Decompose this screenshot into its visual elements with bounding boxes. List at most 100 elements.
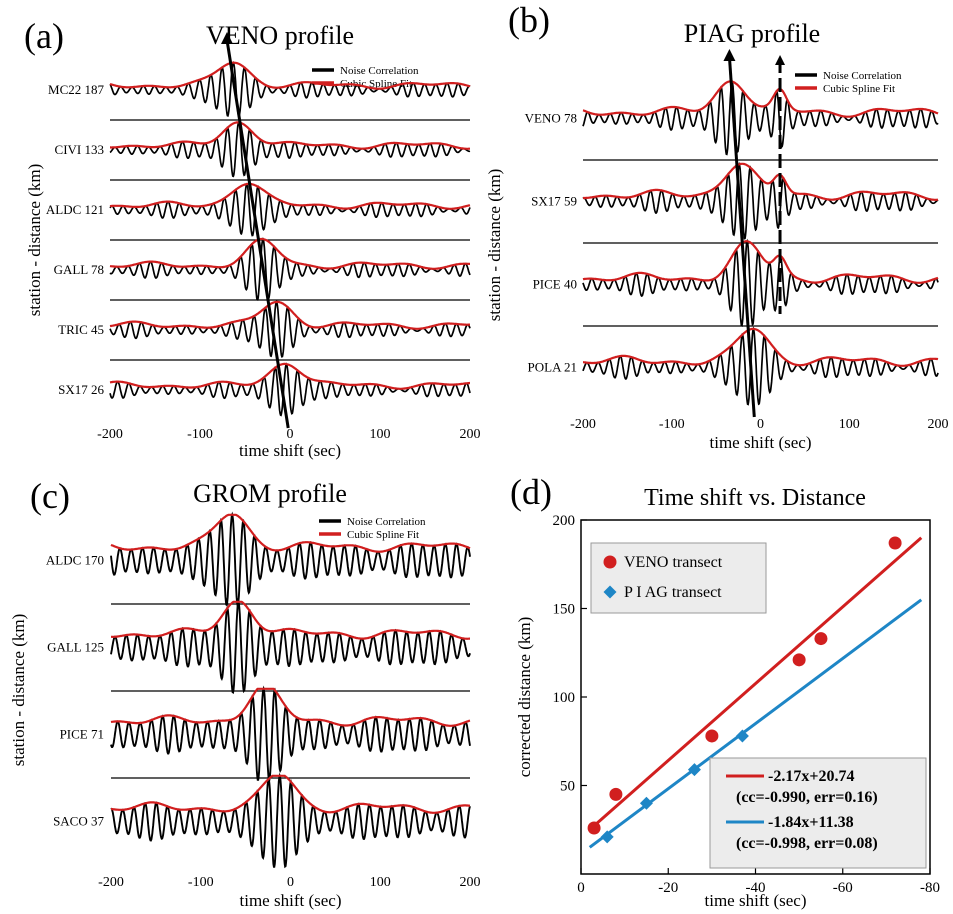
trace-label: GALL 125 [47, 640, 104, 655]
noise-correlation-trace [109, 182, 471, 237]
x-tick-label: -100 [188, 875, 214, 890]
x-tick-label: -20 [658, 880, 678, 896]
panel-d: (d) Time shift vs. Distance 0 -20 -40 -60 -80 5… [510, 472, 940, 910]
legend-marker [603, 555, 617, 569]
panel-title: Time shift vs. Distance [644, 485, 866, 511]
y-axis-label: station - distance (km) [9, 614, 28, 767]
trace-label: POLA 21 [528, 360, 577, 375]
x-tick-label: 200 [460, 427, 481, 442]
y-axis-label: station - distance (km) [485, 169, 504, 322]
x-tick-label: 200 [928, 417, 949, 432]
noise-correlation-trace [110, 772, 471, 869]
panel-label: (c) [30, 476, 70, 516]
y-axis-label: station - distance (km) [25, 164, 44, 317]
legend-entry: Cubic Spline Fit [347, 529, 419, 541]
cubic-spline-fit [110, 121, 470, 150]
moveout-arrow [727, 56, 756, 418]
noise-correlation-trace [110, 511, 471, 607]
fit-statistics: (cc=-0.990, err=0.16) [736, 789, 878, 806]
y-tick-label: 150 [553, 602, 576, 618]
noise-correlation-trace [109, 120, 471, 178]
x-tick-label: -200 [98, 875, 124, 890]
panel-title: VENO profile [206, 21, 354, 50]
trace-label: PICE 40 [533, 277, 577, 292]
data-point [600, 830, 614, 844]
data-point [587, 821, 601, 835]
cubic-spline-fit [111, 774, 470, 814]
data-point [687, 763, 701, 777]
legend-entry: P I AG transect [624, 584, 722, 601]
data-point [609, 787, 623, 801]
cubic-spline-fit [109, 362, 470, 390]
data-point [639, 796, 653, 810]
trace-label: SX17 59 [531, 194, 577, 209]
trace-label: GALL 78 [54, 262, 104, 277]
arrow-head-icon [221, 32, 233, 44]
y-tick-label: 200 [553, 513, 576, 529]
x-tick-label: -100 [659, 417, 685, 432]
legend-entry: Noise Correlation [823, 70, 902, 82]
x-tick-label: 100 [370, 875, 391, 890]
panel-c: (c) GROM profile station - distance (km) ti… [9, 476, 481, 910]
panel-label: (a) [24, 16, 64, 56]
data-point [814, 632, 828, 646]
panel-title: GROM profile [193, 479, 347, 508]
x-tick-label: -200 [570, 417, 596, 432]
x-tick-label: 0 [577, 880, 585, 896]
data-point [792, 653, 806, 667]
series-legend: VENO transect P I AG transect [590, 542, 767, 614]
panel-title: PIAG profile [684, 19, 820, 48]
y-tick-label: 100 [553, 690, 576, 706]
x-tick-label: 0 [287, 427, 294, 442]
y-axis-label: corrected distance (km) [515, 617, 534, 777]
x-tick-label: 0 [757, 417, 764, 432]
legend-entry: VENO transect [624, 554, 723, 571]
cubic-spline-fit [583, 327, 939, 367]
x-tick-label: -80 [920, 880, 940, 896]
x-tick-label: 100 [839, 417, 860, 432]
x-axis-label: time shift (sec) [710, 433, 812, 452]
fit-legend: -2.17x+20.74 (cc=-0.990, err=0.16) -1.84x+… [709, 757, 927, 869]
cubic-spline-fit [111, 600, 470, 640]
data-point [705, 729, 719, 743]
data-point [735, 729, 749, 743]
cubic-spline-fit [109, 300, 470, 330]
trace-label: TRIC 45 [58, 322, 104, 337]
trace-label: SACO 37 [53, 814, 104, 829]
cubic-spline-fit [109, 237, 470, 270]
fit-statistics: (cc=-0.998, err=0.08) [736, 835, 878, 852]
y-tick-label: 50 [560, 779, 575, 795]
x-tick-label: -40 [746, 880, 766, 896]
fit-equation: -2.17x+20.74 [768, 768, 854, 785]
trace-label: MC22 187 [48, 82, 104, 97]
fit-equation: -1.84x+11.38 [768, 814, 854, 831]
cubic-spline-fit [582, 80, 939, 118]
fit-line [588, 536, 923, 831]
panel-label: (d) [510, 472, 552, 512]
noise-correlation-trace [110, 685, 471, 781]
arrow-head-icon [775, 55, 786, 65]
noise-correlation-trace [109, 237, 471, 301]
x-tick-label: 0 [287, 875, 294, 890]
noise-correlation-trace [109, 362, 471, 417]
noise-correlation-trace [582, 161, 939, 240]
moveout-arrow [225, 39, 290, 429]
cubic-spline-fit [110, 513, 471, 553]
trace-label: ALDC 170 [46, 553, 104, 568]
trace-label: ALDC 121 [46, 202, 104, 217]
x-axis-label: time shift (sec) [705, 891, 807, 910]
x-axis-label: time shift (sec) [239, 441, 341, 460]
trace-label: CIVI 133 [55, 142, 104, 157]
noise-correlation-trace [582, 238, 939, 327]
panel-b: (b) PIAG profile station - distance (km) ti… [485, 0, 949, 452]
cubic-spline-fit [109, 182, 471, 210]
legend-marker [603, 585, 617, 599]
x-tick-label: -100 [187, 427, 213, 442]
legend-entry: Cubic Spline Fit [823, 83, 895, 95]
panel-a: (a) VENO profile station - distance (km) ti… [24, 16, 481, 460]
panel-label: (b) [508, 0, 550, 40]
data-point [888, 536, 902, 550]
